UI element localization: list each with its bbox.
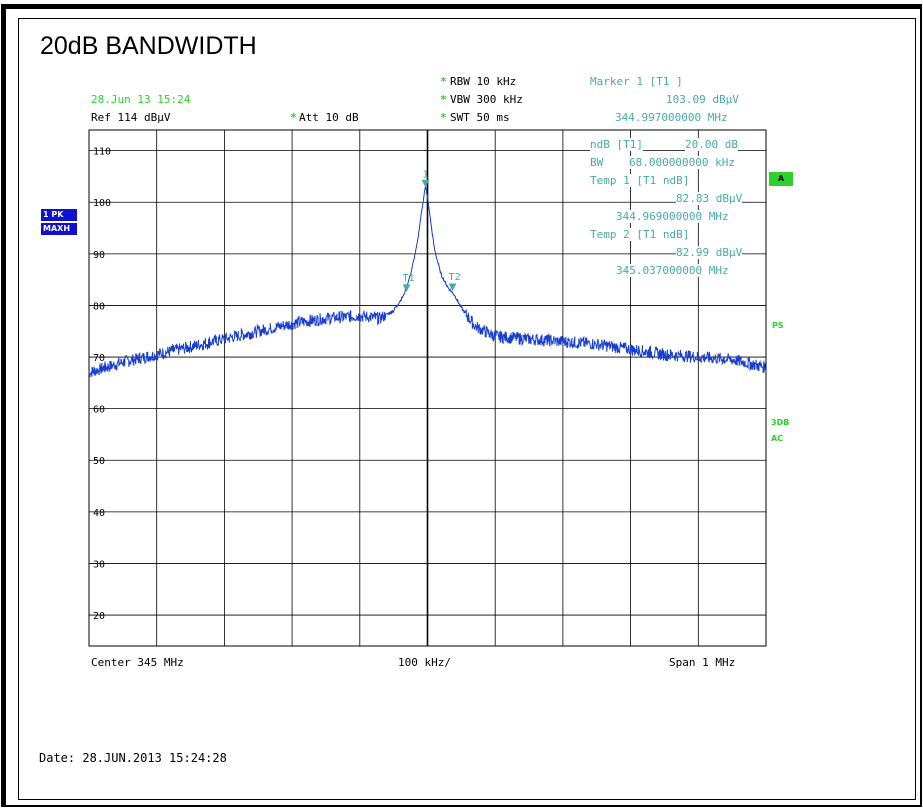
marker-triangle: [448, 283, 457, 292]
marker1-frequency: 344.997000000 MHz: [615, 111, 728, 124]
marker1-level: 103.09 dBµV: [666, 93, 739, 106]
detector-badge: MAXH: [41, 223, 77, 235]
vbw-star: *: [440, 93, 447, 106]
rbw-star: *: [440, 75, 447, 88]
marker-label: T2: [449, 272, 461, 283]
y-tick-label: 70: [93, 353, 105, 364]
bw-value: 68.000000000 kHz: [629, 156, 735, 169]
3db-indicator: 3DB: [771, 418, 790, 427]
timestamp: 28.Jun 13 15:24: [91, 93, 191, 106]
capture-date: Date: 28.JUN.2013 15:24:28: [39, 751, 227, 765]
temp1-label: Temp 1 [T1 ndB]: [590, 174, 690, 187]
y-tick-label: 30: [93, 559, 105, 570]
ndb-value: 20.00 dB: [685, 138, 738, 151]
trace-badge: 1 PK: [41, 209, 77, 221]
y-tick-label: 60: [93, 405, 105, 416]
marker-label: T1: [403, 273, 415, 284]
marker-label: 1: [422, 169, 428, 180]
bw-label: BW: [590, 156, 604, 169]
span: Span 1 MHz: [669, 656, 736, 669]
y-tick-label: 50: [93, 456, 105, 467]
temp2-frequency: 345.037000000 MHz: [616, 264, 729, 277]
y-tick-label: 110: [93, 147, 111, 158]
marker1-label: Marker 1 [T1 ]: [590, 75, 683, 88]
vbw: VBW 300 kHz: [450, 93, 523, 106]
temp2-label: Temp 2 [T1 ndB]: [590, 228, 690, 241]
page-title: 20dB BANDWIDTH: [40, 32, 257, 60]
ref-level: Ref 114 dBµV: [91, 111, 171, 124]
marker-triangle: [421, 179, 430, 188]
y-tick-label: 20: [93, 611, 105, 622]
temp1-level: 82.83 dBµV: [676, 192, 743, 205]
att-star: *: [290, 111, 297, 124]
trace-a-indicator: A: [769, 172, 793, 186]
inner-border: [18, 18, 916, 800]
spectrum-trace: [88, 186, 767, 378]
center-frequency: Center 345 MHz: [91, 656, 184, 669]
temp2-level: 82.99 dBµV: [676, 246, 743, 259]
rbw: RBW 10 kHz: [450, 75, 517, 88]
ac-indicator: AC: [771, 434, 784, 443]
y-tick-label: 100: [93, 198, 111, 209]
temp1-frequency: 344.969000000 MHz: [616, 210, 729, 223]
y-tick-label: 80: [93, 301, 105, 312]
attenuation: Att 10 dB: [299, 111, 359, 124]
y-tick-label: 40: [93, 508, 105, 519]
y-tick-label: 90: [93, 250, 105, 261]
sweep-time: SWT 50 ms: [450, 111, 510, 124]
marker-triangle: [402, 284, 411, 292]
swt-star: *: [440, 111, 447, 124]
ndb-label: ndB [T1]: [590, 138, 643, 151]
outer-border: [1, 4, 922, 807]
ps-indicator: PS: [772, 321, 784, 330]
frequency-per-division: 100 kHz/: [398, 656, 451, 669]
